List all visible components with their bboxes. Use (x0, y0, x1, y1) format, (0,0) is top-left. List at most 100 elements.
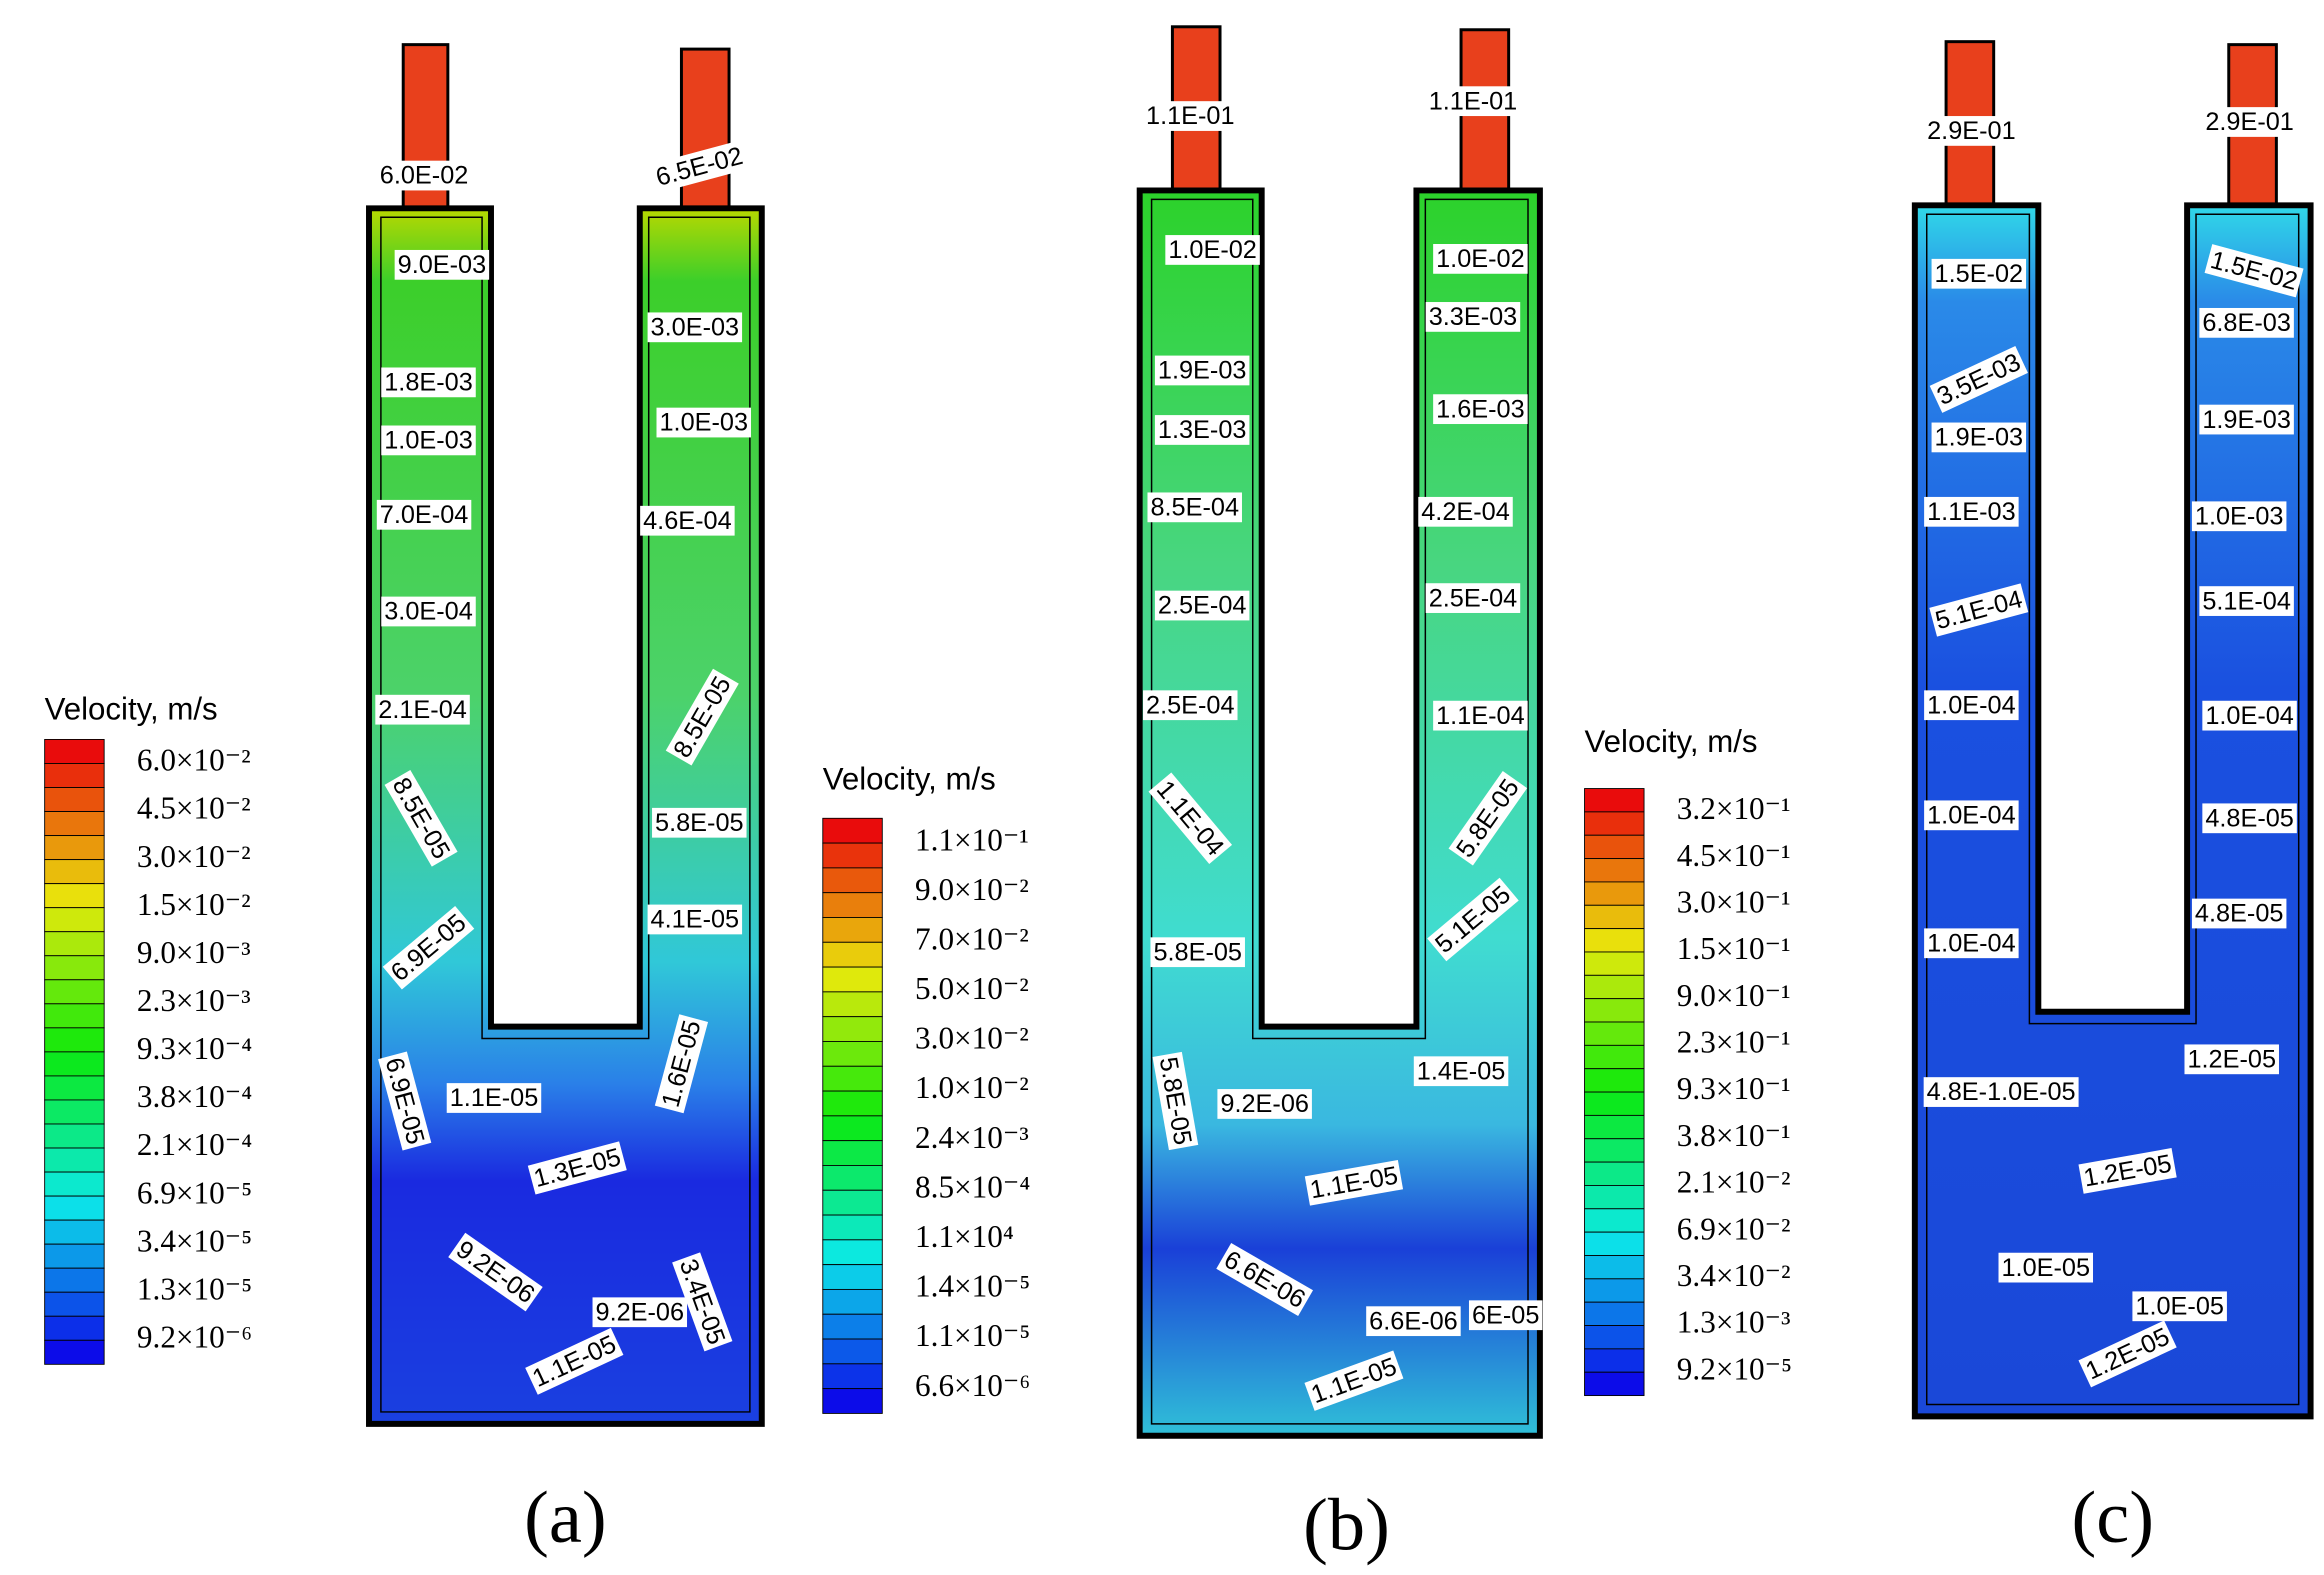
contour-label-bg (1929, 345, 2028, 413)
contour-label-text: 1.0E-04 (2205, 702, 2294, 730)
legend-band (44, 1003, 105, 1029)
contour-label-text: 1.0E-04 (1927, 801, 2016, 829)
contour-label-bg (649, 140, 749, 194)
legend-band (1584, 1231, 1645, 1256)
legend-label: 1.3×10⁻³ (1677, 1305, 1791, 1340)
contour-label-text: 3.0E-03 (651, 313, 740, 341)
contour-label-text: 6.8E-03 (2202, 309, 2291, 337)
contour-label-bg (656, 407, 752, 438)
contour-label: 1.9E-03 (1154, 355, 1250, 386)
legend-label: 9.3×10⁻¹ (1677, 1071, 1791, 1106)
contour-label-text: 1.0E-05 (2135, 1292, 2224, 1320)
panel-caption: (a) (524, 1477, 607, 1559)
legend-label: 8.5×10⁻⁴ (915, 1169, 1030, 1204)
legend-label: 2.3×10⁻³ (137, 983, 251, 1018)
legend-band (44, 1195, 105, 1221)
contour-label: 5.8E-05 (652, 807, 747, 838)
contour-label-bg (1924, 800, 2019, 831)
contour-label: 3.3E-03 (1425, 302, 1521, 332)
legend-band (1584, 1301, 1645, 1326)
contour-label-bg (1998, 1252, 2094, 1283)
contour-label: 8.5E-04 (1147, 492, 1242, 523)
legend-band (44, 859, 105, 885)
legend-label: 7.0×10⁻² (915, 921, 1029, 956)
contour-label-bg (1448, 771, 1528, 866)
contour-label: 1.0E-05 (1998, 1252, 2094, 1283)
contour-label-bg (1147, 492, 1242, 523)
contour-label: 9.0E-03 (394, 249, 490, 280)
legend-label: 5.0×10⁻² (915, 971, 1029, 1006)
contour-label-bg (1931, 258, 2027, 289)
contour-label-bg (1304, 1350, 1404, 1411)
contour-label: 1.1E-05 (446, 1083, 542, 1113)
contour-label: 1.2E-05 (2184, 1044, 2279, 1075)
legend-label: 2.1×10⁻⁴ (137, 1127, 252, 1162)
legend-band (1584, 1068, 1645, 1093)
contour-label-text: 1.1E-01 (1146, 102, 1235, 130)
contour-label: 2.9E-01 (2202, 107, 2297, 137)
contour-label-bg (1924, 928, 2019, 959)
contour-label-text: 4.6E-04 (643, 507, 732, 535)
legend-label: 1.5×10⁻² (137, 887, 251, 922)
contour-label-bg (381, 425, 476, 456)
legend-label: 4.5×10⁻² (137, 791, 251, 826)
contour-label-text: 1.1E-04 (1436, 702, 1525, 730)
contour-label-bg (2199, 586, 2294, 616)
contour-label-bg (1418, 496, 1513, 527)
contour-label-text: 7.0E-04 (380, 501, 469, 529)
contour-label-bg (1433, 700, 1528, 731)
legend-band (1584, 1091, 1645, 1116)
legend-band (822, 1140, 883, 1166)
contour-label-bg (446, 1083, 542, 1113)
contour-label: 1.1E-03 (1924, 496, 2019, 527)
legend-band (1584, 1161, 1645, 1186)
contour-label-text: 5.1E-04 (2202, 587, 2291, 615)
contour-label-bg (1154, 355, 1250, 386)
legend-band (1584, 904, 1645, 930)
contour-label: 1.0E-04 (2202, 700, 2297, 731)
contour-label: 6E-05 (1468, 1300, 1543, 1331)
contour-label-text: 5.8E-05 (655, 809, 744, 837)
legend-label: 3.2×10⁻¹ (1677, 791, 1791, 826)
contour-label: 1.0E-04 (1924, 800, 2019, 831)
contour-label: 4.2E-04 (1418, 496, 1513, 527)
contour-label-bg (647, 312, 743, 343)
legend-band (44, 907, 105, 933)
legend-title: Velocity, m/s (45, 691, 218, 726)
contour-label-bg (665, 668, 739, 766)
contour-label-text: 3.0E-04 (384, 598, 473, 626)
contour-label-bg (2078, 1320, 2177, 1388)
contour-label: 4.8E-05 (2202, 803, 2297, 834)
legend-band (44, 811, 105, 837)
legend-band (1584, 1184, 1645, 1210)
contour-label-text: 1.1E-05 (450, 1084, 539, 1112)
legend-band (822, 892, 883, 918)
legend-band (44, 979, 105, 1005)
contour-label: 1.0E-03 (381, 425, 476, 456)
legend-band (822, 991, 883, 1018)
contour-label: 2.1E-04 (375, 694, 470, 725)
legend-band (44, 738, 105, 764)
legend-band (822, 1090, 883, 1117)
legend-band (44, 1171, 105, 1197)
legend-band (1584, 834, 1645, 860)
contour-label-bg (1923, 1077, 2079, 1107)
contour-label-text: 1.0E-03 (2195, 502, 2284, 530)
contour-label-text: 1.4E-05 (1417, 1057, 1506, 1085)
contour-label-bg (2132, 1291, 2227, 1322)
contour-label: 2.5E-04 (1143, 690, 1238, 721)
contour-label-text: 1.0E-03 (384, 427, 473, 455)
contour-label-text: 2.1E-04 (378, 696, 467, 724)
contour-label: 1.0E-04 (1924, 690, 2019, 721)
legend-title: Velocity, m/s (823, 761, 996, 796)
legend-band (822, 1363, 883, 1390)
contour-label: 1.1E-01 (1425, 86, 1521, 117)
contour-label: 1.0E-05 (2132, 1291, 2227, 1322)
contour-label-text: 2.9E-01 (2205, 108, 2294, 136)
legend-band (1584, 1325, 1645, 1350)
contour-label-text: 1.2E-05 (2187, 1045, 2276, 1073)
contour-label-text: 1.0E-05 (2001, 1254, 2090, 1282)
contour-label-text: 4.1E-05 (651, 906, 740, 934)
contour-label: 1.3E-03 (1154, 415, 1250, 445)
